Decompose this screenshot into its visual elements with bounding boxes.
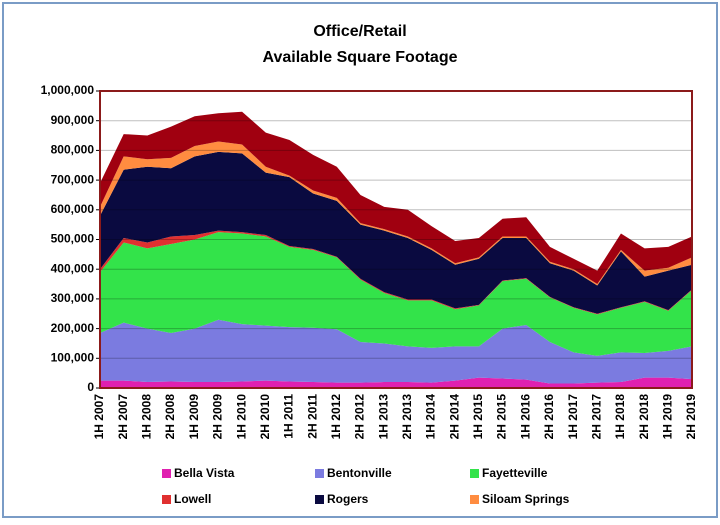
- x-tick-label: 2H 2015: [495, 394, 509, 440]
- y-tick-label: 900,000: [51, 113, 95, 127]
- chart-subtitle: Available Square Footage: [262, 49, 457, 66]
- x-tick-label: 2H 2019: [684, 394, 698, 440]
- y-tick-label: 0: [87, 380, 94, 394]
- x-tick-label: 1H 2019: [660, 394, 674, 440]
- y-tick-label: 1,000,000: [41, 83, 95, 97]
- x-tick-label: 1H 2011: [282, 394, 296, 439]
- legend-swatch: [470, 469, 479, 478]
- y-tick-label: 700,000: [51, 172, 95, 186]
- x-tick-label: 2H 2011: [305, 394, 319, 439]
- x-tick-label: 1H 2012: [329, 394, 343, 440]
- y-tick-label: 300,000: [51, 291, 95, 305]
- y-tick-label: 400,000: [51, 261, 95, 275]
- y-tick-label: 800,000: [51, 143, 95, 157]
- x-tick-label: 1H 2009: [187, 394, 201, 440]
- legend-swatch: [162, 469, 171, 478]
- x-tick-label: 2H 2007: [116, 394, 130, 440]
- y-tick-label: 200,000: [51, 321, 95, 335]
- x-tick-label: 2H 2013: [400, 394, 414, 440]
- legend-swatch: [315, 469, 324, 478]
- legend-swatch: [470, 495, 479, 504]
- x-tick-label: 2H 2009: [211, 394, 225, 440]
- legend-swatch: [162, 495, 171, 504]
- legend-label: Bella Vista: [174, 466, 235, 480]
- x-tick-label: 2H 2012: [353, 394, 367, 440]
- x-tick-label: 2H 2010: [258, 394, 272, 440]
- legend-swatch: [315, 495, 324, 504]
- legend-label: Siloam Springs: [482, 492, 570, 506]
- x-tick-label: 1H 2007: [92, 394, 106, 440]
- y-tick-label: 500,000: [51, 232, 95, 246]
- area: [100, 111, 692, 285]
- x-tick-label: 1H 2017: [566, 394, 580, 440]
- area: [100, 319, 692, 384]
- x-tick-label: 1H 2008: [140, 394, 154, 440]
- x-tick-label: 1H 2016: [518, 394, 532, 440]
- x-tick-label: 2H 2016: [542, 394, 556, 440]
- x-tick-label: 2H 2014: [447, 394, 461, 440]
- x-tick-label: 1H 2014: [424, 394, 438, 440]
- x-tick-label: 2H 2017: [589, 394, 603, 440]
- x-tick-label: 1H 2015: [471, 394, 485, 440]
- x-tick-label: 2H 2008: [163, 394, 177, 440]
- legend-label: Fayetteville: [482, 466, 548, 480]
- x-tick-label: 1H 2010: [234, 394, 248, 440]
- plot-border: [99, 90, 693, 389]
- legend-label: Bentonville: [327, 466, 392, 480]
- area: [100, 151, 692, 314]
- x-tick-label: 1H 2013: [376, 394, 390, 440]
- chart-title: Office/Retail: [313, 23, 406, 40]
- legend-label: Lowell: [174, 492, 211, 506]
- y-tick-label: 100,000: [51, 350, 95, 364]
- x-tick-label: 2H 2018: [637, 394, 651, 440]
- area: [100, 232, 692, 356]
- area: [100, 377, 692, 388]
- y-tick-label: 600,000: [51, 202, 95, 216]
- x-tick-label: 1H 2018: [613, 394, 627, 440]
- legend-label: Rogers: [327, 492, 369, 506]
